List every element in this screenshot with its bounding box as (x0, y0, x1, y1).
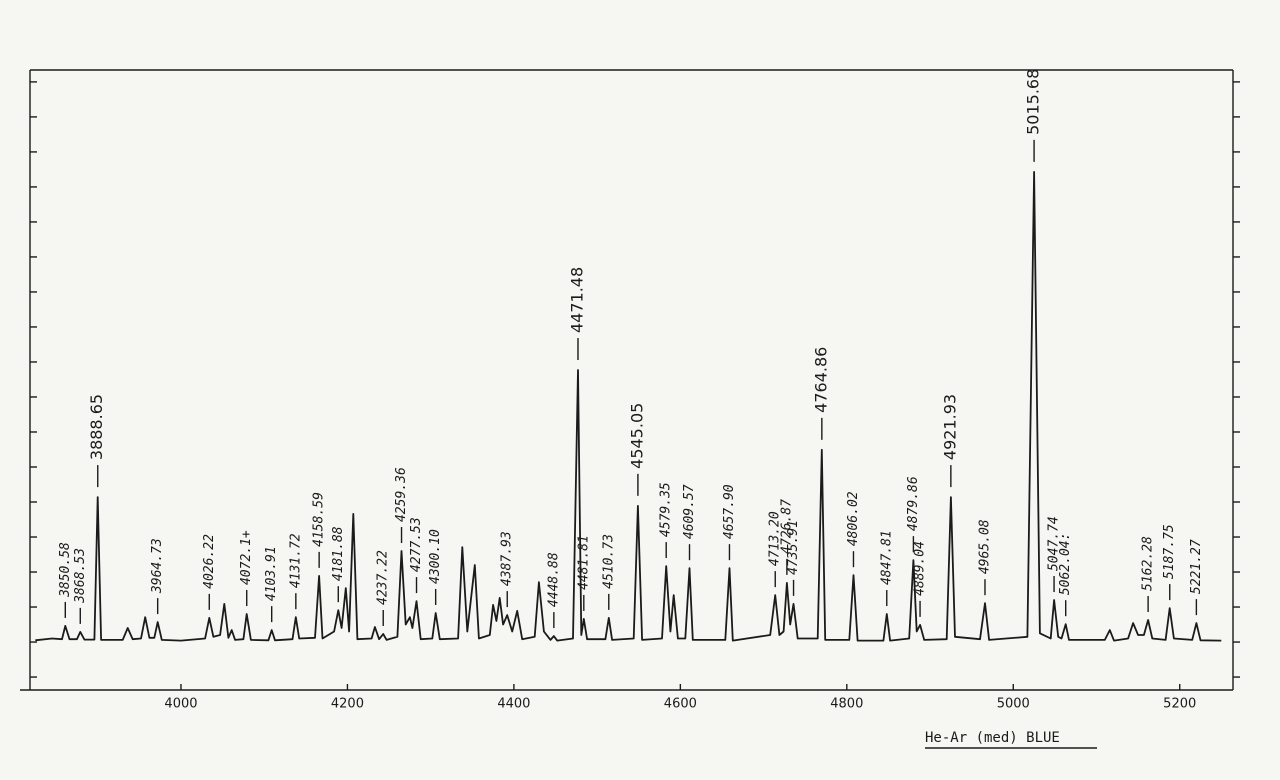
line-label: 5221.27 (1189, 539, 1204, 594)
line-label: 4764.86 (811, 347, 830, 413)
x-tick-label: 4800 (830, 697, 863, 712)
line-label: 4237.22 (376, 550, 391, 605)
spectrum-line (35, 171, 1222, 642)
line-label: 4471.48 (567, 267, 586, 333)
chart-note: He-Ar (med) BLUE (925, 730, 1060, 746)
x-tick-label: 4200 (331, 697, 364, 712)
line-label: 4300.10 (428, 529, 443, 584)
line-label: 4158.59 (312, 492, 327, 547)
line-label: 5162.28 (1141, 536, 1156, 591)
line-label: 4735.91 (786, 520, 801, 575)
line-label: 4965.08 (977, 519, 992, 574)
line-label: 4387.93 (500, 531, 515, 586)
line-label: 4713.20 (768, 511, 783, 566)
line-label: 4847.81 (879, 530, 894, 585)
line-label: 4879.86 (906, 476, 921, 531)
line-label: 4545.05 (627, 403, 646, 469)
line-label: 4131.72 (288, 533, 303, 588)
line-label: 5187.75 (1162, 524, 1177, 579)
line-label: 4889.04 (913, 541, 928, 596)
line-label: 3964.73 (150, 538, 165, 594)
line-label: 4481.81 (576, 535, 591, 590)
line-label: 4259.36 (394, 467, 409, 522)
line-label: 4277.53 (409, 517, 424, 572)
line-label: 4181.88 (331, 526, 346, 581)
line-label: 4103.91 (264, 546, 279, 601)
line-label: 5047.74 (1047, 516, 1062, 571)
line-label: 3850.58 (58, 542, 73, 598)
line-label: 3888.65 (87, 394, 106, 460)
line-label: 4072.1+ (239, 530, 254, 585)
x-tick-label: 4000 (164, 697, 197, 712)
line-label: 4579.35 (659, 482, 674, 537)
line-label: 4921.93 (940, 394, 959, 460)
x-tick-label: 5200 (1163, 697, 1196, 712)
line-label: 4806.02 (846, 491, 861, 546)
x-tick-label: 4600 (664, 697, 697, 712)
line-label: 4448.88 (546, 552, 561, 607)
line-label: 3868.53 (73, 548, 88, 604)
line-label: 5015.68 (1024, 69, 1043, 135)
line-label: 5062.04: (1058, 533, 1073, 596)
x-tick-label: 5000 (997, 697, 1030, 712)
line-label: 4510.73 (601, 534, 616, 589)
line-label: 4026.22 (202, 534, 217, 589)
line-label: 4657.90 (722, 484, 737, 539)
x-tick-label: 4400 (497, 697, 530, 712)
line-label: 4726.87 (779, 499, 794, 554)
line-label: 4609.57 (682, 484, 697, 539)
